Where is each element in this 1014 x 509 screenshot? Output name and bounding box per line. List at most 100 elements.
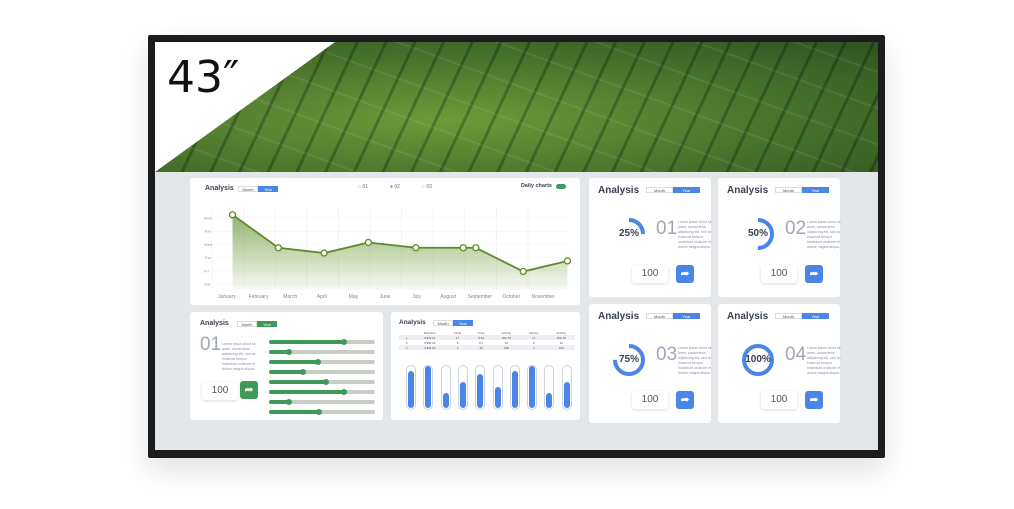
data-point [320,249,328,257]
table-cell: 198 [547,345,575,350]
x-tick-label: July [412,294,421,300]
progress-ring [742,218,774,250]
table-cell: 8:54 [469,335,493,340]
data-point [563,257,572,265]
x-tick-label: September [468,294,493,300]
toggle-year[interactable]: Year [453,320,473,326]
toggle-year[interactable]: Year [257,321,277,327]
share-button[interactable]: ➦ [676,391,694,409]
y-tick-label: Fri [204,268,209,273]
screen-size-label: 43″ [167,52,240,103]
card-title: Analysis [727,185,769,196]
period-toggle[interactable]: Month Year [646,187,700,193]
progress-bar [269,359,375,365]
column-header: Direction [423,330,436,335]
table-cell: 3 [399,345,415,350]
value-field[interactable]: 100 [632,391,668,409]
progress-bar [269,339,375,345]
toggle-year[interactable]: Year [673,187,700,193]
table-card: Analysis Month Year Direction Circle Time Ac… [391,312,580,420]
table-row: 3 ITEM 03 3 36 198 3 198 [399,345,575,350]
x-tick-label: August [440,294,456,300]
toggle-month[interactable]: Month [433,320,453,326]
radio-02[interactable]: ● 02 [389,184,400,190]
progress-card: Analysis Month Year 01 Lorem ipsum dolor … [190,312,383,420]
toggle-year[interactable]: Year [673,313,700,319]
level-gauge [440,365,451,410]
y-tick-label: Wed [204,242,212,247]
period-toggle[interactable]: Month Year [238,186,278,192]
data-point [459,244,467,252]
toggle-year[interactable]: Year [802,187,829,193]
level-gauge [509,365,520,410]
value-field[interactable]: 100 [202,382,238,400]
table-cell: 36 [469,345,493,350]
table-cell: 32 [559,340,563,345]
item-number: 04 [785,344,807,365]
period-toggle[interactable]: Month Year [775,313,829,319]
period-toggle[interactable]: Month Year [775,187,829,193]
table-cell: 456.78 [547,335,575,340]
toggle-month[interactable]: Month [646,187,673,193]
toggle-month[interactable]: Month [237,321,257,327]
card-title: Analysis [598,311,640,322]
table-row: 1 ITEM 01 17 8:54 456.78 17 456.78 [399,335,575,340]
table-cell: 17 [445,335,470,340]
toggle-year[interactable]: Year [802,313,829,319]
share-button[interactable]: ➦ [240,381,258,399]
level-gauge [457,365,468,410]
tv-screen: 43″ January February March April May June July… [155,42,878,450]
table-cell: ITEM 03 [414,345,446,350]
column-header: Activity [556,330,566,335]
level-gauge [492,365,503,410]
y-tick-label: Mon [204,216,212,221]
period-toggle[interactable]: Month Year [646,313,700,319]
x-tick-label: January [218,294,236,300]
data-point [472,244,480,252]
description: Lorem ipsum dolor sit amet, consectetur … [678,220,712,249]
level-gauge [561,365,572,410]
share-button[interactable]: ➦ [805,265,823,283]
percent-label: 25% [618,228,639,239]
x-tick-label: February [249,294,270,300]
x-tick-label: April [317,294,327,300]
progress-bar [269,399,375,405]
progress-bar [269,369,375,375]
period-toggle[interactable]: Month Year [237,321,277,327]
share-button[interactable]: ➦ [805,391,823,409]
radio-03[interactable]: ○ 03 [421,184,432,190]
x-tick-label: May [349,294,359,300]
description: Lorem ipsum dolor sit amet, consectetur … [807,346,841,375]
toggle-year[interactable]: Year [258,186,278,192]
progress-bar [269,389,375,395]
x-tick-label: October [503,294,521,300]
line-chart-card: January February March April May June July Augu… [190,178,580,305]
daily-charts-toggle[interactable] [556,184,566,189]
radio-01[interactable]: ○ 01 [358,184,368,190]
data-point [519,267,527,276]
progress-ring [613,218,645,250]
column-header: Activity [529,330,539,335]
table-cell: 9:1 [479,340,484,345]
daily-charts-label: Daily charts [520,183,552,189]
progress-bar [269,349,375,355]
level-gauge [475,365,486,410]
percent-label: 50% [747,228,768,239]
tv-bezel: 43″ January February March April May June July… [148,35,885,458]
ring-card: Analysis Month Year 75% 03 Lorem ipsum do… [589,304,711,423]
share-button[interactable]: ➦ [676,265,694,283]
value-field[interactable]: 100 [761,391,797,409]
column-header: Activity [501,330,512,335]
card-title: Analysis [727,311,769,322]
toggle-month[interactable]: Month [775,313,802,319]
toggle-month[interactable]: Month [775,187,802,193]
x-tick-label: March [283,294,297,300]
progress-ring [742,344,774,376]
period-toggle[interactable]: Month Year [433,320,473,326]
table-cell: 17 [520,335,548,340]
toggle-month[interactable]: Month [646,313,673,319]
value-field[interactable]: 100 [632,265,668,283]
toggle-month[interactable]: Month [238,186,258,192]
table-cell: 8 [532,340,535,345]
value-field[interactable]: 100 [761,265,797,283]
